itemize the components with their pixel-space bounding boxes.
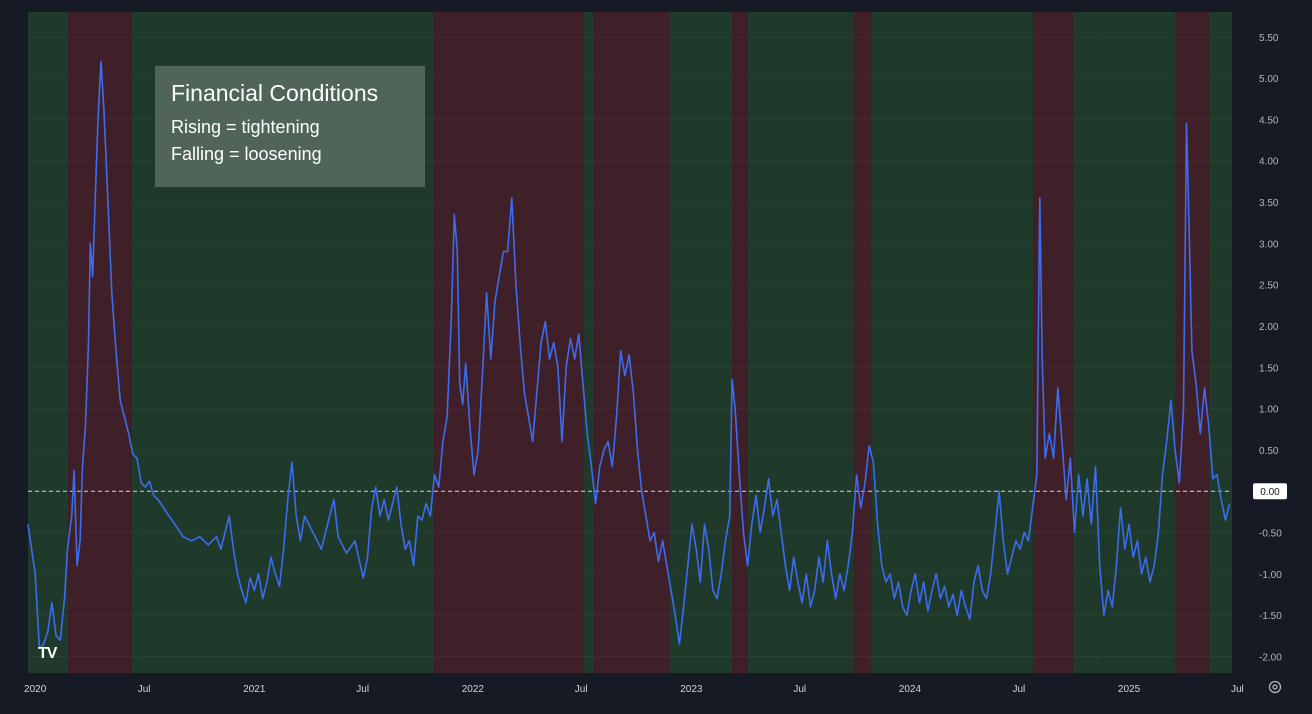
financial-conditions-line	[27, 60, 1231, 649]
x-tick-label: Jul	[138, 684, 151, 695]
x-tick-label: 2020	[24, 684, 47, 695]
y-tick-label: 5.00	[1259, 74, 1279, 85]
y-tick-label: 1.50	[1259, 363, 1279, 374]
zone-tightening	[593, 12, 670, 673]
x-tick-label: 2024	[899, 684, 922, 695]
x-axis: 2020 Jul 2021 Jul 2022 Jul 2023 Jul 2024 Jul 2025 J…	[24, 684, 1244, 695]
y-tick-label: -1.00	[1259, 570, 1282, 581]
x-tick-label: Jul	[356, 684, 369, 695]
y-tick-label: 2.50	[1259, 281, 1279, 292]
x-tick-label: Jul	[575, 684, 588, 695]
zone-tightening	[68, 12, 132, 673]
x-tick-label: 2025	[1118, 684, 1141, 695]
zone-tightening	[854, 12, 871, 673]
zone-loosening	[747, 12, 855, 673]
x-tick-label: 2023	[680, 684, 703, 695]
zone-loosening	[28, 12, 69, 673]
zone-tightening	[1033, 12, 1074, 673]
y-axis: 5.50 5.00 4.50 4.00 3.50 3.00 2.50 2.00 1.50 1.00…	[1259, 33, 1282, 664]
x-tick-label: 2021	[243, 684, 266, 695]
tradingview-logo-icon[interactable]: TV	[38, 645, 57, 662]
y-tick-label: 4.50	[1259, 115, 1279, 126]
x-tick-label: Jul	[793, 684, 806, 695]
last-value-tag-bg	[1253, 483, 1287, 500]
zone-loosening	[1209, 12, 1232, 673]
y-tick-label: 0.50	[1259, 446, 1279, 457]
y-tick-label: -0.50	[1259, 529, 1282, 540]
legend-rising: Rising = tightening	[171, 117, 320, 137]
y-tick-label: 5.50	[1259, 33, 1279, 44]
x-tick-label: Jul	[1012, 684, 1025, 695]
zone-tightening	[732, 12, 748, 673]
y-tick-label: 2.00	[1259, 322, 1279, 333]
zone-loosening	[583, 12, 594, 673]
y-tick-label: -1.50	[1259, 611, 1282, 622]
y-tick-label: 4.00	[1259, 157, 1279, 168]
y-tick-label: 1.00	[1259, 405, 1279, 416]
y-tick-label: 3.50	[1259, 198, 1279, 209]
x-tick-label: Jul	[1231, 684, 1244, 695]
last-value-tag: 0.00	[1253, 483, 1287, 500]
zone-loosening	[669, 12, 733, 673]
legend-title: Financial Conditions	[171, 80, 379, 106]
last-value-label: 0.00	[1260, 487, 1280, 498]
zone-loosening	[131, 12, 141, 673]
chart-legend: Financial Conditions Rising = tightening…	[155, 66, 425, 187]
y-tick-label: 3.00	[1259, 239, 1279, 250]
x-tick-label: 2022	[462, 684, 485, 695]
legend-falling: Falling = loosening	[171, 144, 322, 164]
regime-zones	[28, 12, 1232, 673]
y-tick-label: -2.00	[1259, 652, 1282, 663]
settings-gear-icon[interactable]	[1268, 680, 1282, 694]
